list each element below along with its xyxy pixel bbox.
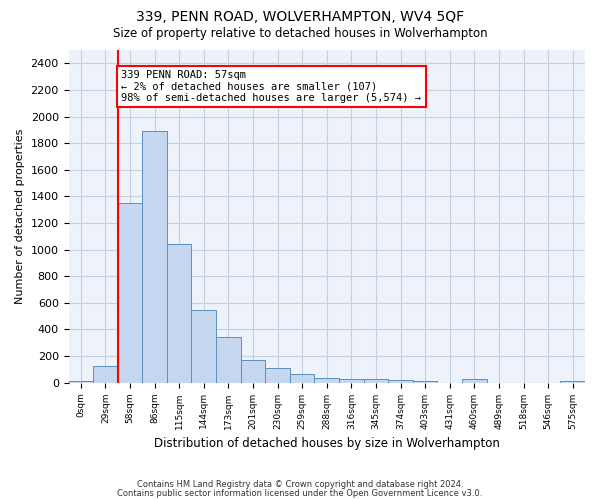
Bar	[216, 338, 241, 382]
Text: Contains HM Land Registry data © Crown copyright and database right 2024.: Contains HM Land Registry data © Crown c…	[137, 480, 463, 489]
Bar	[167, 244, 191, 382]
Text: 339 PENN ROAD: 57sqm
← 2% of detached houses are smaller (107)
98% of semi-detac: 339 PENN ROAD: 57sqm ← 2% of detached ho…	[121, 70, 421, 103]
X-axis label: Distribution of detached houses by size in Wolverhampton: Distribution of detached houses by size …	[154, 437, 500, 450]
Text: Size of property relative to detached houses in Wolverhampton: Size of property relative to detached ho…	[113, 28, 487, 40]
Bar	[339, 378, 364, 382]
Text: Contains public sector information licensed under the Open Government Licence v3: Contains public sector information licen…	[118, 488, 482, 498]
Text: 339, PENN ROAD, WOLVERHAMPTON, WV4 5QF: 339, PENN ROAD, WOLVERHAMPTON, WV4 5QF	[136, 10, 464, 24]
Bar	[388, 380, 413, 382]
Bar	[265, 368, 290, 382]
Bar	[118, 203, 142, 382]
Bar	[290, 374, 314, 382]
Bar	[191, 310, 216, 382]
Bar	[93, 366, 118, 382]
Bar	[364, 379, 388, 382]
Y-axis label: Number of detached properties: Number of detached properties	[15, 128, 25, 304]
Bar	[241, 360, 265, 382]
Bar	[462, 379, 487, 382]
Bar	[68, 380, 93, 382]
Bar	[142, 131, 167, 382]
Bar	[560, 380, 585, 382]
Bar	[314, 378, 339, 382]
Bar	[413, 380, 437, 382]
